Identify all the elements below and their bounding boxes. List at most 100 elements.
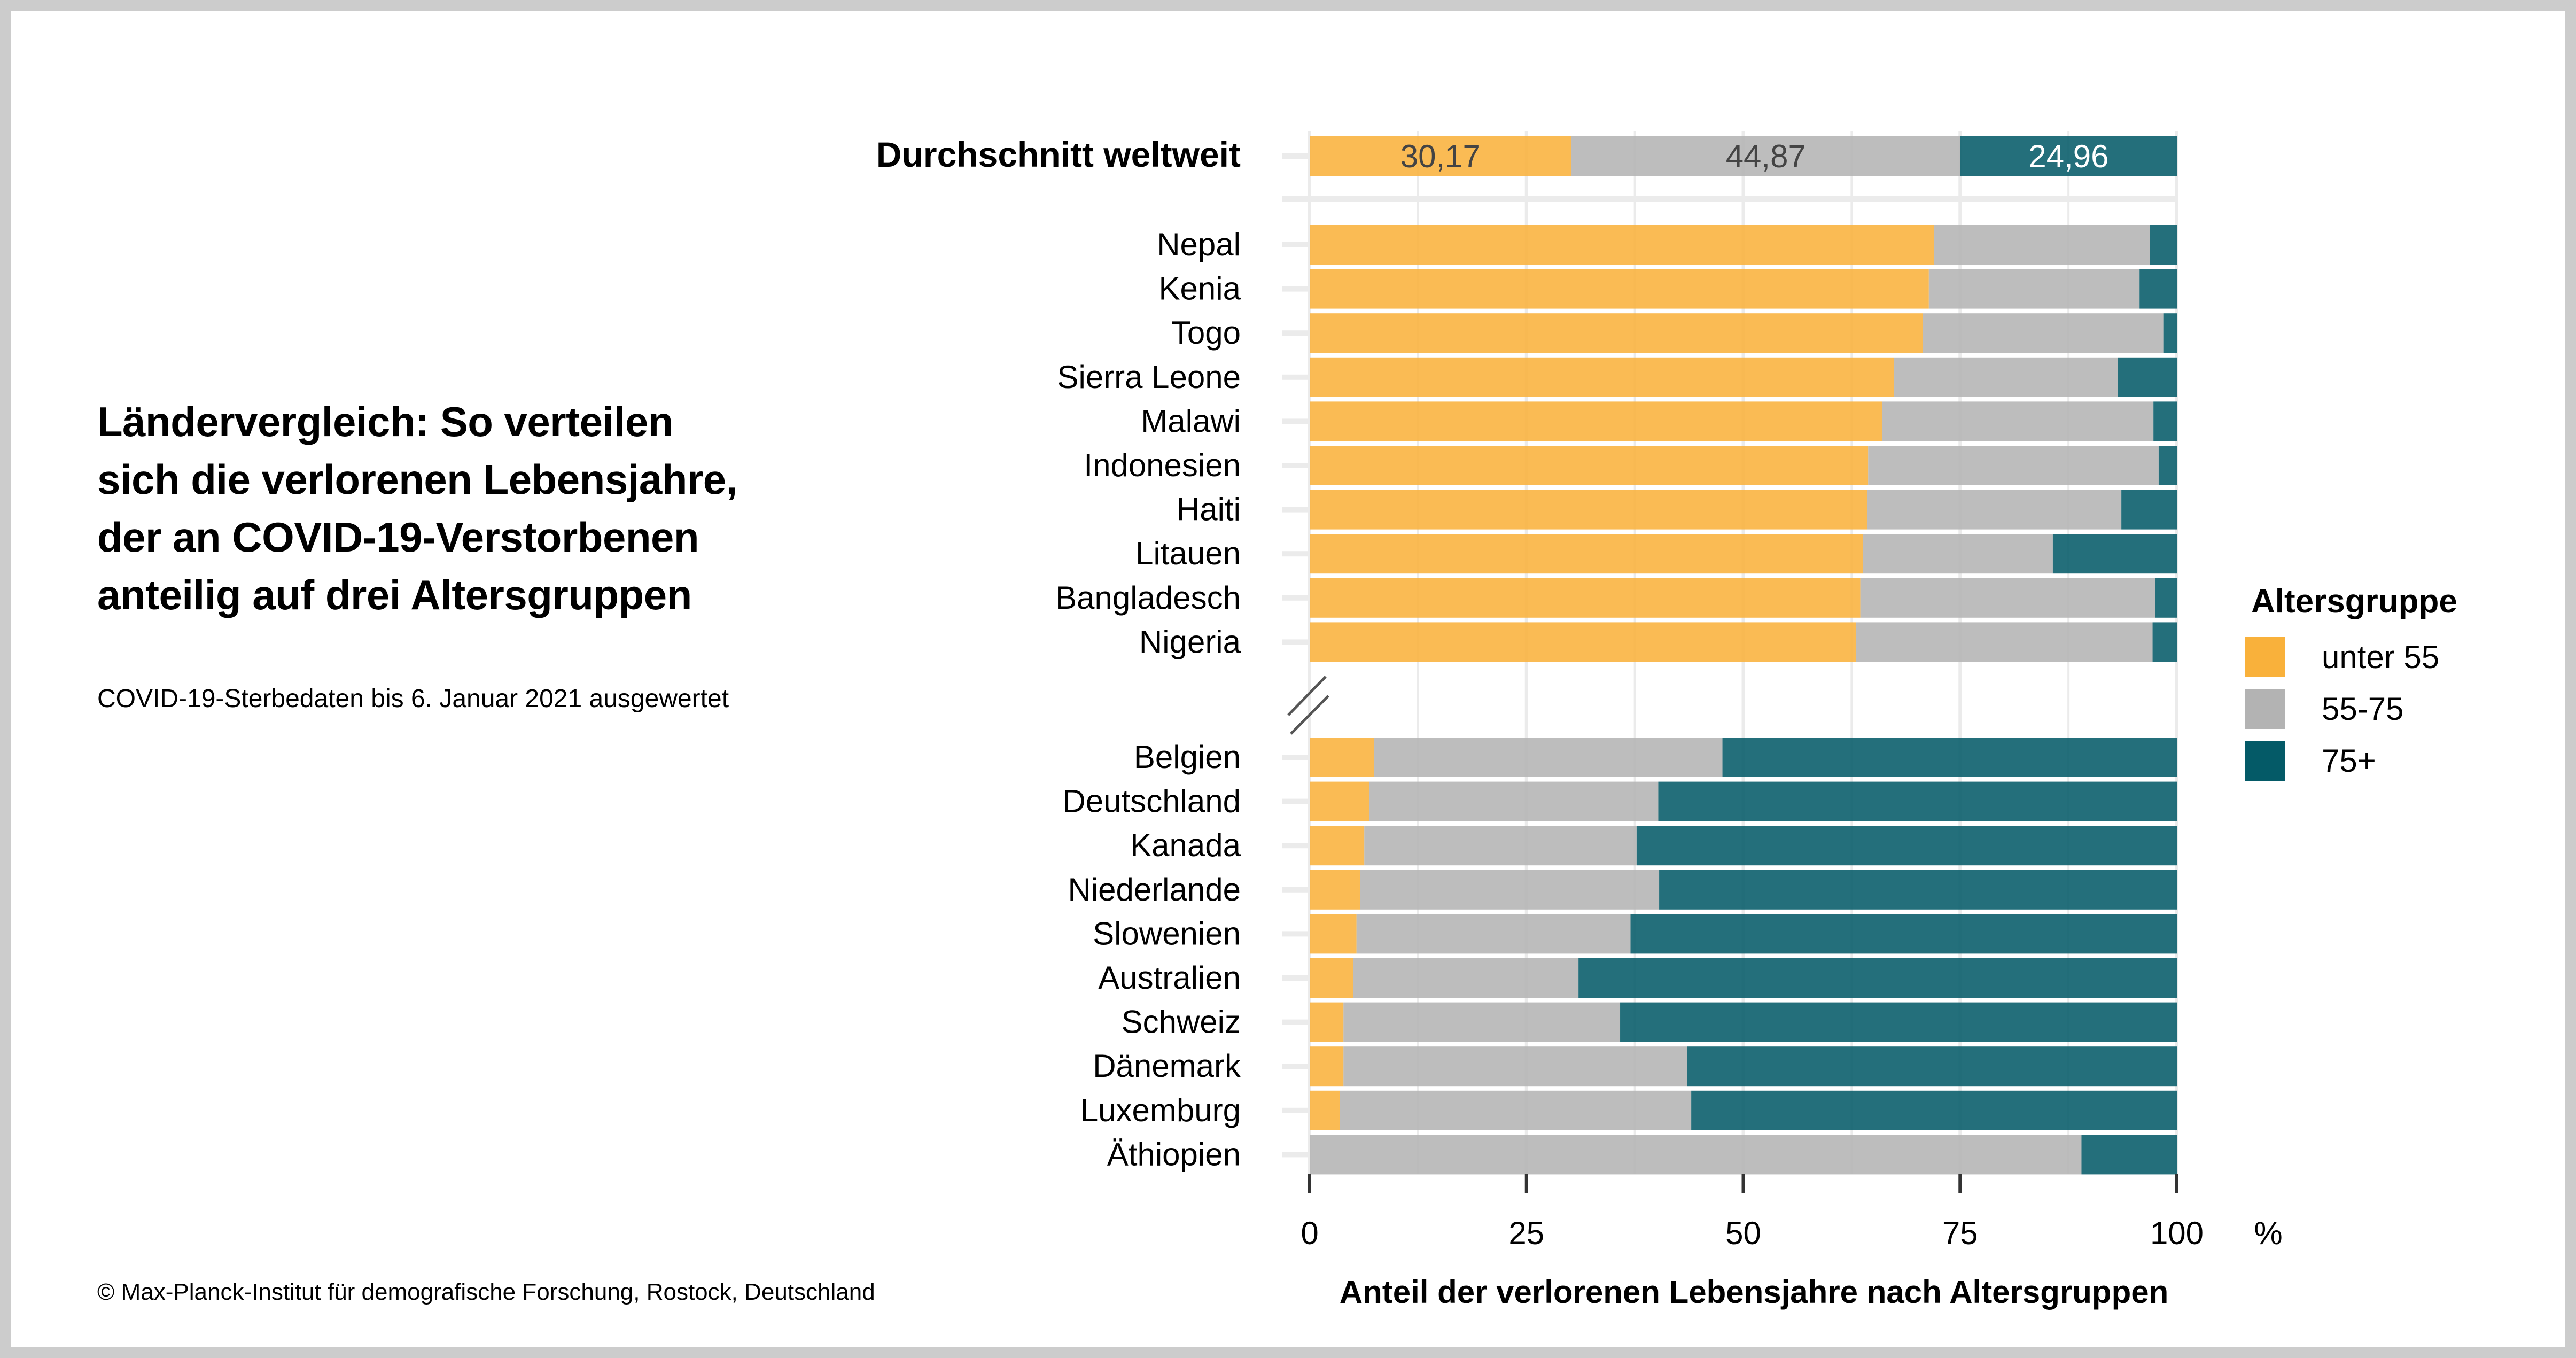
- bar-segment-unter55: [1310, 446, 1869, 485]
- chart-title: Ländervergleich: So verteilen sich die v…: [97, 393, 845, 624]
- x-unit-label: %: [2254, 1215, 2282, 1251]
- y-tick: [1282, 374, 1310, 380]
- y-tick: [1282, 330, 1310, 336]
- legend-swatch: [2245, 637, 2285, 677]
- y-tick: [1282, 931, 1310, 937]
- bar-segment-55-75: [1364, 826, 1637, 866]
- bar-segment-55-75: [1571, 136, 1960, 176]
- data-label: 30,17: [1400, 138, 1481, 174]
- data-label: 44,87: [1726, 138, 1806, 174]
- bar-segment-75plus: [2155, 578, 2177, 618]
- country-label: Dänemark: [1093, 1048, 1241, 1084]
- axis-break-mark: [1287, 676, 1327, 716]
- bar-segment-75plus: [2150, 225, 2177, 265]
- y-tick: [1282, 755, 1310, 760]
- country-label: Äthiopien: [1107, 1136, 1241, 1172]
- bar-segment-75plus: [1658, 781, 2177, 821]
- title-line: Ländervergleich: So verteilen: [97, 398, 673, 445]
- bar-segment-unter55: [1310, 490, 1867, 530]
- legend-swatch: [2245, 741, 2285, 781]
- title-line: anteilig auf drei Altersgruppen: [97, 571, 692, 618]
- y-tick: [1282, 595, 1310, 601]
- bar-segment-unter55: [1310, 578, 1861, 618]
- bar-segment-55-75: [1923, 313, 2164, 353]
- country-label: Togo: [1171, 315, 1241, 351]
- bar-segment-unter55: [1310, 534, 1863, 574]
- bar-segment-75plus: [2081, 1135, 2177, 1175]
- bar-segment-75plus: [1630, 914, 2177, 954]
- country-label: Kanada: [1130, 827, 1241, 863]
- y-tick: [1282, 551, 1310, 557]
- bar-segment-unter55: [1310, 225, 1934, 265]
- x-tick-label: 75: [1942, 1215, 1978, 1251]
- country-label: Sierra Leone: [1057, 359, 1241, 395]
- bar-segment-75plus: [1960, 136, 2177, 176]
- legend-title: Altersgruppe: [2251, 583, 2457, 620]
- country-label: Australien: [1098, 960, 1241, 996]
- bar-segment-75plus: [2139, 269, 2177, 309]
- bar-segment-unter55: [1310, 401, 1882, 441]
- y-tick: [1282, 1019, 1310, 1025]
- legend: Altersgruppe unter 55 55-75 75+: [2245, 583, 2457, 781]
- x-axis-title: Anteil der verlorenen Lebensjahre nach A…: [1340, 1274, 2169, 1310]
- y-tick: [1282, 798, 1310, 804]
- bar-segment-75plus: [1691, 1090, 2177, 1130]
- copyright-footer: © Max-Planck-Institut für demografische …: [97, 1279, 875, 1305]
- bar-segment-55-75: [1934, 225, 2150, 265]
- bar-segment-55-75: [1343, 1046, 1687, 1087]
- y-tick: [1282, 463, 1310, 468]
- y-tick: [1282, 418, 1310, 424]
- data-label: 24,96: [2028, 138, 2108, 174]
- bar-segment-75plus: [1620, 1002, 2177, 1042]
- y-tick: [1282, 242, 1310, 247]
- bar-segment-75plus: [1722, 738, 2177, 777]
- bar-segment-unter55: [1310, 781, 1369, 821]
- bar-segment-55-75: [1856, 622, 2153, 662]
- y-tick: [1282, 639, 1310, 645]
- bars: 30,17 44,87 24,96: [1310, 136, 2177, 1175]
- bar-segment-unter55: [1310, 958, 1353, 998]
- country-label: Litauen: [1135, 536, 1241, 571]
- bar-segment-55-75: [1894, 357, 2118, 397]
- country-label: Malawi: [1141, 403, 1241, 439]
- bar-segment-75plus: [2121, 490, 2177, 530]
- bar-segment-55-75: [1863, 534, 2053, 574]
- bar-segment-55-75: [1356, 914, 1631, 954]
- country-label: Nepal: [1157, 227, 1241, 262]
- bar-segment-55-75: [1360, 870, 1660, 910]
- bar-segment-55-75: [1310, 1135, 2082, 1175]
- country-label: Slowenien: [1093, 915, 1241, 951]
- bar-segment-unter55: [1310, 136, 1571, 176]
- country-label: Belgien: [1134, 739, 1241, 775]
- axis-break-mark: [1290, 695, 1329, 735]
- y-tick: [1282, 1107, 1310, 1113]
- bar-segment-75plus: [2152, 622, 2177, 662]
- bar-segment-75plus: [1636, 826, 2177, 866]
- x-tick-label: 25: [1508, 1215, 1544, 1251]
- bar-segment-55-75: [1928, 269, 2140, 309]
- country-label: Haiti: [1177, 492, 1241, 527]
- bar-segment-unter55: [1310, 313, 1923, 353]
- bar-segment-unter55: [1310, 622, 1856, 662]
- bar-segment-55-75: [1369, 781, 1659, 821]
- y-tick: [1282, 975, 1310, 981]
- average-label: Durchschnitt weltweit: [876, 135, 1241, 174]
- y-tick: [1282, 286, 1310, 292]
- bar-segment-unter55: [1310, 1046, 1344, 1087]
- country-label: Bangladesch: [1055, 580, 1241, 616]
- bar-segment-unter55: [1310, 269, 1929, 309]
- bar-segment-75plus: [2052, 534, 2177, 574]
- bar-segment-unter55: [1310, 914, 1357, 954]
- bar-segment-55-75: [1882, 401, 2154, 441]
- country-label: Indonesien: [1084, 447, 1241, 483]
- y-tick: [1282, 153, 1310, 159]
- bar-segment-55-75: [1343, 1002, 1621, 1042]
- bar-segment-75plus: [2158, 446, 2177, 485]
- separator-line: [1282, 196, 2177, 202]
- title-line: der an COVID-19-Verstorbenen: [97, 514, 699, 561]
- bar-segment-75plus: [1578, 958, 2177, 998]
- bar-segment-55-75: [1374, 738, 1723, 777]
- x-tick-label: 100: [2150, 1215, 2204, 1251]
- country-label: Deutschland: [1062, 783, 1241, 819]
